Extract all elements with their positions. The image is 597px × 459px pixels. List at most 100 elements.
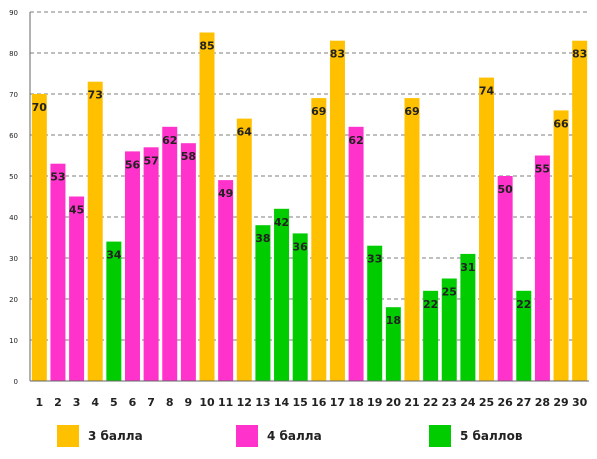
x-tick-label-28: 28 bbox=[535, 396, 550, 409]
y-tick-label-40: 40 bbox=[9, 214, 18, 222]
data-label-12: 64 bbox=[237, 126, 253, 139]
x-tick-label-11: 11 bbox=[218, 396, 233, 409]
data-label-13: 38 bbox=[255, 232, 270, 245]
legend-swatch-5 bbox=[429, 425, 451, 447]
data-label-7: 57 bbox=[143, 154, 158, 167]
x-tick-label-26: 26 bbox=[497, 396, 513, 409]
y-tick-label-10: 10 bbox=[9, 337, 18, 345]
data-label-25: 74 bbox=[479, 85, 495, 98]
data-label-2: 53 bbox=[50, 171, 65, 184]
data-label-22: 22 bbox=[423, 298, 438, 311]
bar-24: 24: 31 bbox=[460, 253, 476, 381]
data-label-14: 42 bbox=[274, 216, 289, 229]
y-tick-label-20: 20 bbox=[9, 296, 18, 304]
grid-lines bbox=[30, 11, 589, 341]
x-tick-label-21: 21 bbox=[404, 396, 419, 409]
data-label-27: 22 bbox=[516, 298, 531, 311]
data-label-30: 83 bbox=[572, 48, 587, 61]
data-label-21: 69 bbox=[404, 105, 419, 118]
y-tick-label-30: 30 bbox=[9, 255, 18, 263]
bar-22: 22: 22 bbox=[423, 290, 439, 381]
bar-23: 23: 25 bbox=[441, 278, 457, 381]
data-label-28: 55 bbox=[535, 163, 550, 176]
x-tick-label-20: 20 bbox=[386, 396, 402, 409]
bar-29: 29: 66 bbox=[553, 110, 569, 382]
x-tick-label-5: 5 bbox=[110, 396, 118, 409]
bar-6: 6: 56 bbox=[124, 151, 140, 381]
y-tick-label-70: 70 bbox=[9, 91, 18, 99]
data-label-23: 25 bbox=[442, 286, 457, 299]
x-tick-label-1: 1 bbox=[35, 396, 43, 409]
bar-13: 13: 38 bbox=[255, 225, 271, 381]
data-label-24: 31 bbox=[460, 261, 475, 274]
bar-3: 3: 45 bbox=[69, 196, 85, 381]
x-tick-label-10: 10 bbox=[199, 396, 215, 409]
bar-5: 5: 34 bbox=[106, 241, 122, 381]
data-label-6: 56 bbox=[125, 158, 141, 171]
bar-30: 30: 83 bbox=[572, 40, 588, 381]
bars: 1: 702: 533: 454: 735: 346: 567: 578: 62… bbox=[31, 32, 588, 382]
legend-swatch-4 bbox=[236, 425, 258, 447]
bar-25: 25: 74 bbox=[479, 77, 495, 381]
data-label-19: 33 bbox=[367, 253, 382, 266]
x-axis-ticks: 1 2 3 4 5 6 7 8 9 10 11 12 13 14 15 16 17 18 19 20 21 22 23 24 2… bbox=[35, 396, 587, 409]
data-label-29: 66 bbox=[553, 117, 569, 130]
y-tick-label-90: 90 bbox=[9, 9, 18, 17]
bar-11: 11: 49 bbox=[218, 180, 234, 381]
legend-item-4: 4 балла bbox=[236, 424, 322, 448]
x-tick-label-8: 8 bbox=[166, 396, 174, 409]
data-labels: 70 53 45 73 34 56 57 62 58 85 49 64 38 42 36 69 83 62 33 18… bbox=[32, 40, 588, 328]
bar-12: 12: 64 bbox=[236, 118, 252, 381]
x-tick-label-4: 4 bbox=[91, 396, 99, 409]
data-label-3: 45 bbox=[69, 204, 84, 217]
x-tick-label-9: 9 bbox=[185, 396, 193, 409]
data-label-18: 62 bbox=[348, 134, 363, 147]
x-tick-label-22: 22 bbox=[423, 396, 438, 409]
legend-label-3: 3 балла bbox=[88, 429, 143, 443]
x-tick-label-25: 25 bbox=[479, 396, 494, 409]
data-label-20: 18 bbox=[386, 314, 401, 327]
bar-18: 18: 62 bbox=[348, 126, 364, 381]
bar-21: 21: 69 bbox=[404, 98, 420, 381]
x-tick-label-17: 17 bbox=[330, 396, 345, 409]
data-label-11: 49 bbox=[218, 187, 233, 200]
bar-7: 7: 57 bbox=[143, 147, 159, 381]
data-label-15: 36 bbox=[293, 240, 309, 253]
bar-15: 15: 36 bbox=[292, 233, 308, 381]
bar-28: 28: 55 bbox=[534, 155, 550, 381]
legend-item-5: 5 баллов bbox=[429, 424, 522, 448]
y-tick-label-60: 60 bbox=[9, 132, 18, 140]
y-tick-label-50: 50 bbox=[9, 173, 18, 181]
bar-20: 20: 18 bbox=[385, 307, 401, 381]
bar-4: 4: 73 bbox=[87, 81, 103, 381]
bar-1: 1: 70 bbox=[31, 94, 47, 381]
bar-14: 14: 42 bbox=[274, 208, 290, 381]
x-tick-label-15: 15 bbox=[293, 396, 308, 409]
bar-19: 19: 33 bbox=[367, 245, 383, 381]
x-tick-label-7: 7 bbox=[147, 396, 155, 409]
x-tick-label-3: 3 bbox=[73, 396, 81, 409]
x-tick-label-30: 30 bbox=[572, 396, 588, 409]
x-tick-label-29: 29 bbox=[553, 396, 568, 409]
x-tick-label-12: 12 bbox=[237, 396, 252, 409]
x-tick-label-18: 18 bbox=[348, 396, 363, 409]
bar-16: 16: 69 bbox=[311, 98, 327, 381]
x-tick-label-6: 6 bbox=[129, 396, 137, 409]
axes bbox=[29, 12, 589, 382]
y-tick-label-80: 80 bbox=[9, 50, 18, 58]
data-label-1: 70 bbox=[32, 101, 48, 114]
data-label-26: 50 bbox=[497, 183, 513, 196]
data-label-16: 69 bbox=[311, 105, 326, 118]
legend-item-3: 3 балла bbox=[57, 424, 143, 448]
bar-27: 27: 22 bbox=[516, 290, 532, 381]
bar-26: 26: 50 bbox=[497, 176, 513, 381]
x-tick-label-2: 2 bbox=[54, 396, 62, 409]
x-tick-label-19: 19 bbox=[367, 396, 382, 409]
x-tick-label-13: 13 bbox=[255, 396, 270, 409]
bar-9: 9: 58 bbox=[180, 143, 196, 381]
data-label-10: 85 bbox=[199, 40, 214, 53]
data-label-9: 58 bbox=[181, 150, 196, 163]
legend-label-4: 4 балла bbox=[267, 429, 322, 443]
data-label-8: 62 bbox=[162, 134, 177, 147]
bar-2: 2: 53 bbox=[50, 163, 66, 381]
